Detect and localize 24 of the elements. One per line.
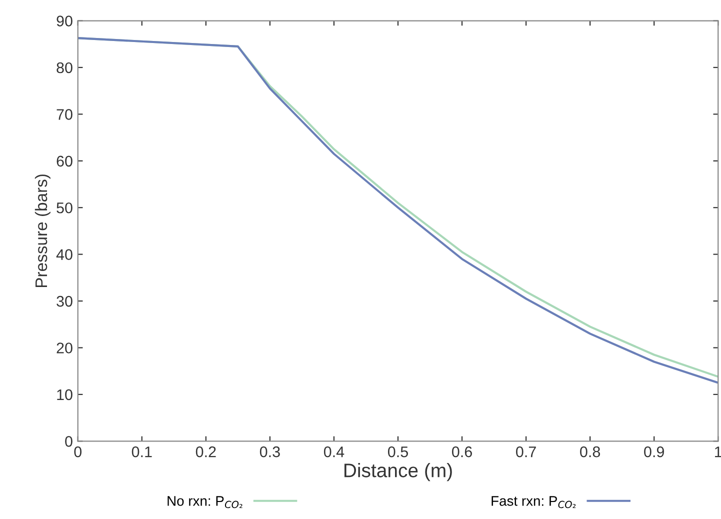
x-tick-label: 0.7 (516, 446, 536, 458)
x-tick-label: 0.2 (196, 446, 216, 458)
x-tick-label: 0.8 (580, 446, 600, 458)
x-tick-label: 0.3 (260, 446, 280, 458)
legend-label: No rxn: P$_{CO₂}$ (168, 496, 242, 508)
y-tick-label: 0 (65, 436, 72, 447)
y-tick-label: 50 (56, 202, 72, 214)
y-tick-label: 70 (56, 109, 72, 120)
legend-label: Fast rxn: P$_{CO₂}$ (492, 496, 576, 508)
x-tick-label: 0.1 (132, 446, 152, 458)
x-tick-label: 0.4 (324, 446, 344, 458)
x-tick-label: 0.5 (388, 446, 408, 458)
y-tick-label: 40 (56, 249, 72, 260)
x-tick-label: 0.9 (644, 446, 664, 458)
y-tick-label: 20 (56, 342, 72, 354)
y-tick-label: 10 (57, 389, 72, 400)
y-tick-label: 60 (56, 156, 72, 167)
x-tick-label: 0.6 (452, 446, 472, 458)
y-tick-label: 80 (56, 62, 72, 74)
x-axis-title: Distance (m) (344, 463, 452, 482)
y-tick-label: 90 (56, 16, 72, 26)
y-tick-label: 30 (56, 296, 72, 307)
x-tick-label: 0 (74, 446, 82, 458)
y-axis-title: Pressure (bars) (34, 174, 50, 288)
